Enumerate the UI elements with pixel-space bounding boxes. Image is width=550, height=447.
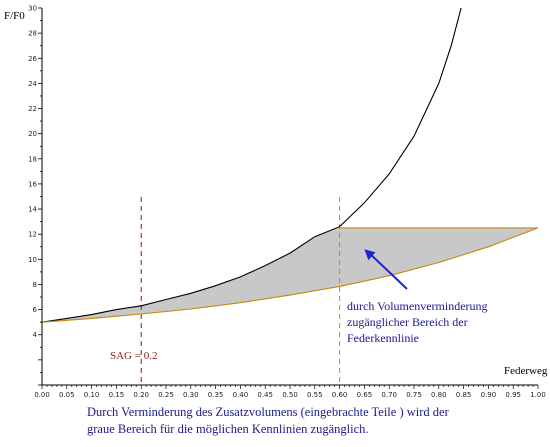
x-tick-label: 0.40 (233, 391, 249, 399)
y-tick-label: 22 (28, 105, 37, 113)
y-axis-label: F/F0 (4, 10, 25, 22)
x-tick-label: 0.55 (307, 391, 323, 399)
y-tick-label: 28 (28, 30, 37, 38)
x-tick-label: 0.00 (34, 391, 50, 399)
labels: F/F0 Federweg SAG = 0.2 durch Volumenver… (4, 10, 548, 436)
x-tick-label: 0.90 (481, 391, 497, 399)
series-0-line (41, 7, 462, 323)
y-tick-label: 20 (28, 130, 37, 138)
x-tick-label: 0.05 (59, 391, 75, 399)
caption-line-2: graue Bereich für die möglichen Kennlini… (87, 422, 369, 436)
y-tick-label: 30 (28, 5, 37, 13)
x-tick-label: 0.75 (406, 391, 422, 399)
y-tick-label: 24 (28, 80, 37, 88)
annotation-arrow-shaft (368, 252, 408, 290)
x-tick-label: 0.15 (109, 391, 125, 399)
annotation-line-1: durch Volumenverminderung (347, 299, 488, 313)
x-axis-label: Federweg (504, 365, 548, 377)
plot-area (41, 7, 539, 385)
y-tick-label: 12 (28, 231, 37, 239)
x-tick-label: 0.20 (133, 391, 149, 399)
x-tick-label: 0.80 (431, 391, 447, 399)
x-tick-label: 0.60 (332, 391, 348, 399)
x-tick-label: 0.50 (282, 391, 298, 399)
y-tick-label: 14 (28, 206, 37, 214)
annotation-arrow-head (364, 249, 376, 261)
y-tick-label: 8 (33, 281, 37, 289)
x-tick-label: 0.70 (381, 391, 397, 399)
series-1-line (41, 227, 539, 323)
x-tick-label: 0.45 (257, 391, 273, 399)
shaded-region (42, 227, 538, 323)
x-tick-label: 0.65 (357, 391, 373, 399)
caption-line-1: Durch Verminderung des Zusatzvolumens (e… (87, 405, 450, 419)
y-tick-label: 26 (28, 55, 37, 63)
axes: 4 6 8 10 12 14 16 18 20 22 24 26 28 30 0.00 0.05 0.10 0.1… (28, 5, 546, 400)
y-tick-label: 16 (28, 180, 37, 188)
annotation-line-2: zugänglicher Bereich der (347, 315, 468, 329)
x-tick-label: 0.10 (84, 391, 100, 399)
x-tick-label: 1.00 (530, 391, 546, 399)
x-tick-label: 0.35 (208, 391, 224, 399)
annotation-line-3: Federkennlinie (347, 331, 419, 345)
y-tick-label: 4 (33, 331, 38, 339)
x-tick-label: 0.25 (158, 391, 174, 399)
x-tick-label: 0.30 (183, 391, 199, 399)
y-tick-label: 18 (28, 155, 37, 163)
sag-label: SAG = 0.2 (110, 350, 157, 362)
y-tick-label: 10 (28, 256, 37, 264)
y-tick-label: 6 (33, 306, 38, 314)
x-tick-label: 0.95 (505, 391, 521, 399)
x-tick-label: 0.85 (456, 391, 472, 399)
